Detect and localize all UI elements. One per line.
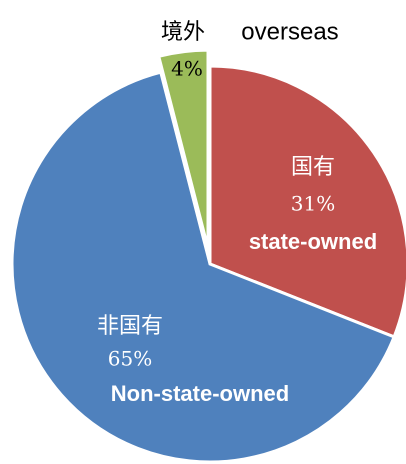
- slice-label-en: Non-state-owned: [111, 381, 289, 406]
- pie-slice: [156, 48, 210, 249]
- slice-value-label: 31%: [291, 192, 335, 216]
- pie-slice: [10, 70, 397, 464]
- slice-label-en: overseas: [241, 18, 338, 45]
- slice-label-en: state-owned: [249, 229, 377, 254]
- slice-label-zh: 境外: [161, 20, 205, 45]
- pie-slice: [208, 64, 406, 339]
- slice-value-label: 65%: [108, 347, 152, 371]
- slice-label-zh: 国有: [291, 155, 335, 180]
- slice-value-label: 4%: [171, 57, 203, 81]
- slice-label-zh: 非国有: [97, 314, 163, 339]
